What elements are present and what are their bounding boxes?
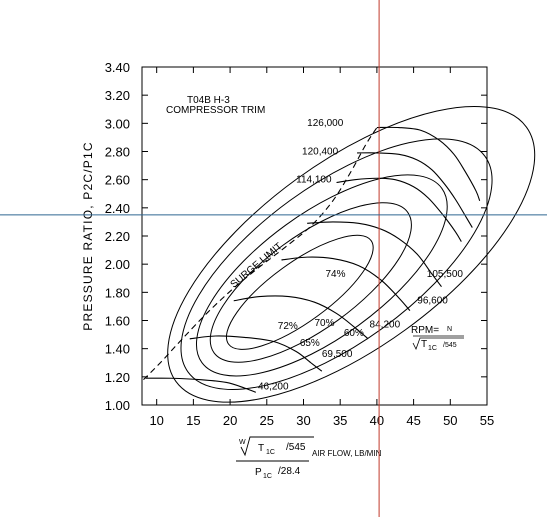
y-tick-label: 1.40: [105, 342, 130, 357]
rpm-formula-sqrt-icon: [412, 337, 464, 351]
efficiency-island-74pct: [225, 234, 374, 350]
x-label-t1c-sub: 1C: [266, 449, 275, 456]
rpm-formula-prefix: RPM=: [411, 325, 439, 336]
speed-label-96600: 96,600: [417, 296, 448, 307]
rpm-formula-t1c: T: [421, 339, 427, 350]
y-tick-label: 2.20: [105, 229, 130, 244]
x-label-t1c-div: /545: [286, 442, 306, 453]
speed-line-126000: [376, 126, 481, 201]
x-label-suffix: AIR FLOW, LB/MIN: [312, 449, 382, 458]
speed-label-114100: 114,100: [296, 174, 332, 185]
x-tick-label: 50: [443, 413, 457, 428]
x-tick-label: 35: [333, 413, 347, 428]
speed-line-46200: [145, 377, 256, 393]
speed-lines: [145, 126, 481, 393]
x-tick-label: 45: [406, 413, 420, 428]
y-tick-label: 2.40: [105, 201, 130, 216]
efficiency-island-70pct: [195, 174, 448, 377]
surge-limit-line: [143, 127, 378, 381]
efficiency-island-65pct: [180, 138, 493, 390]
x-label-sqrt-icon: [240, 436, 314, 457]
speed-label-46200: 46,200: [258, 382, 289, 393]
x-label-t1c: T: [258, 443, 264, 454]
y-tick-label: 3.40: [105, 60, 130, 75]
x-axis-label: W T 1C /545 P 1C /28.4 AIR FLOW, LB/MIN: [236, 436, 382, 480]
rpm-formula-n: N: [447, 326, 452, 333]
y-axis-label: PRESSURE RATIO, P2C/P1C: [81, 141, 95, 330]
efficiency-island-72pct: [209, 202, 412, 363]
efficiency-label-65pct: 65%: [300, 338, 320, 349]
efficiency-islands: [167, 105, 536, 403]
efficiency-label-70pct: 70%: [315, 318, 335, 329]
y-tick-label: 1.00: [105, 398, 130, 413]
speed-line-114100: [336, 177, 462, 242]
y-tick-label: 1.80: [105, 285, 130, 300]
surge-limit: SURGE LIMIT: [143, 127, 378, 381]
x-label-p1c: P: [255, 467, 262, 478]
x-tick-label: 15: [186, 413, 200, 428]
x-label-p1c-div: /28.4: [278, 466, 301, 477]
x-label-p1c-sub: 1C: [263, 473, 272, 480]
axis-ticks: 10 15 20 25 30 35 40 45 50 55 1.00 1.20 1.40 1.60 1.80…: [105, 60, 495, 428]
speed-line-96600: [281, 256, 411, 312]
speed-line-84200: [233, 295, 369, 340]
speed-label-120400: 120,400: [302, 146, 339, 157]
x-tick-label: 10: [149, 413, 163, 428]
x-tick-label: 25: [260, 413, 274, 428]
y-tick-label: 3.20: [105, 88, 130, 103]
x-tick-label: 55: [480, 413, 494, 428]
speed-label-69500: 69,500: [322, 349, 353, 360]
rpm-formula: RPM= N T 1C /545: [411, 325, 464, 352]
speed-line-120400: [357, 152, 473, 228]
efficiency-label-74pct: 74%: [326, 269, 346, 280]
y-tick-label: 2.00: [105, 257, 130, 272]
x-tick-label: 20: [223, 413, 237, 428]
chart-title: T04B H-3: [187, 95, 230, 106]
speed-line-105500: [307, 221, 442, 288]
y-tick-label: 3.00: [105, 116, 130, 131]
rpm-formula-t1c-div: /545: [443, 342, 457, 349]
speed-label-84200: 84,200: [370, 320, 401, 331]
y-tick-label: 1.60: [105, 314, 130, 329]
rpm-formula-t1c-sub: 1C: [428, 345, 437, 352]
efficiency-label-72pct: 72%: [278, 321, 298, 332]
chart-subtitle: COMPRESSOR TRIM: [166, 105, 265, 116]
efficiency-label-60pct: 60%: [344, 328, 364, 339]
y-tick-label: 1.20: [105, 370, 130, 385]
speed-label-126000: 126,000: [307, 118, 344, 129]
x-label-w: W: [239, 439, 246, 446]
y-tick-label: 2.80: [105, 145, 130, 160]
speed-label-105500: 105,500: [427, 269, 464, 280]
efficiency-island-60pct: [167, 105, 536, 403]
x-tick-label: 30: [296, 413, 310, 428]
y-tick-label: 2.60: [105, 173, 130, 188]
x-tick-label: 40: [370, 413, 384, 428]
speed-line-69500: [189, 335, 323, 372]
chart-labels: 126,000 120,400 114,100 105,500 96,600 84,200…: [258, 118, 463, 392]
